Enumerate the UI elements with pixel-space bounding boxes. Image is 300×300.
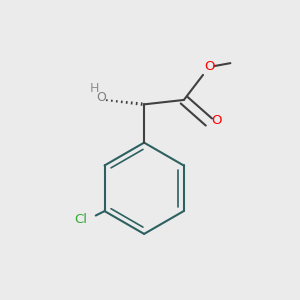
Text: Cl: Cl [74, 213, 87, 226]
Text: O: O [97, 91, 106, 104]
Text: O: O [204, 60, 214, 74]
Text: H: H [89, 82, 99, 95]
Text: O: O [211, 114, 222, 127]
